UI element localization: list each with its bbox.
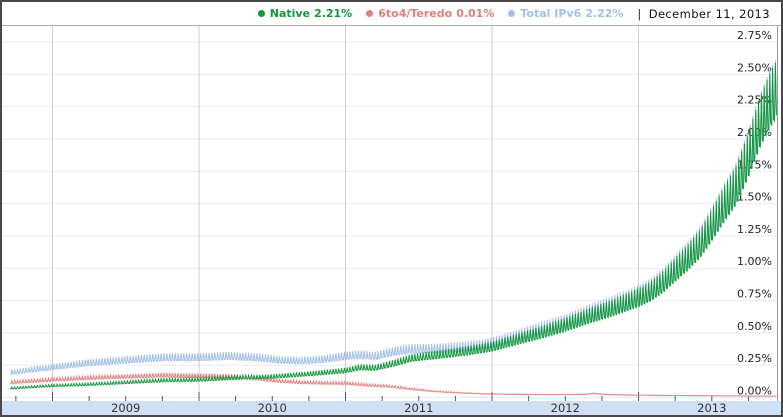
- legend-total-ipv6-label: Total IPv6: [520, 7, 582, 20]
- legend-item-6to4-teredo: 6to4/Teredo 0.01%: [366, 7, 494, 20]
- plot-area-wrap: 0.00% 0.25% 0.50% 0.75% 1.00% 1.25% 1.50% 1.75%…: [2, 25, 781, 415]
- series-total-ipv6: [9, 59, 777, 376]
- x-axis-label-2013: 2013: [697, 401, 726, 415]
- ipv6-adoption-chart[interactable]: 0.00% 0.25% 0.50% 0.75% 1.00% 1.25% 1.50% 1.75%…: [2, 25, 781, 415]
- series-native: [10, 62, 777, 390]
- y-axis-label-1.50%: 1.50%: [737, 191, 772, 204]
- legend-native-value: 2.21%: [314, 7, 353, 20]
- legend-item-native: Native 2.21%: [257, 7, 353, 20]
- 6to4-teredo-series-dot-icon: [366, 10, 374, 17]
- y-axis-label-1.25%: 1.25%: [737, 223, 772, 236]
- legend-date-separator: |: [637, 6, 642, 21]
- y-axis-label-0.00%: 0.00%: [737, 385, 772, 398]
- y-axis-label-2.50%: 2.50%: [737, 61, 772, 74]
- legend-native-label: Native: [269, 7, 311, 20]
- report-date: December 11, 2013: [648, 6, 770, 21]
- x-axis-label-2012: 2012: [551, 401, 580, 415]
- total-ipv6-series-dot-icon: [508, 10, 516, 17]
- x-axis-label-2011: 2011: [404, 401, 433, 415]
- legend-total-ipv6-value: 2.22%: [585, 7, 624, 20]
- legend-6to4-teredo-label: 6to4/Teredo: [378, 7, 453, 20]
- legend-item-total-ipv6: Total IPv6 2.22%: [508, 7, 623, 20]
- y-axis-label-2.00%: 2.00%: [737, 126, 772, 139]
- native-series-dot-icon: [257, 10, 265, 17]
- y-axis-label-1.75%: 1.75%: [737, 158, 772, 171]
- y-axis-labels: 0.00% 0.25% 0.50% 0.75% 1.00% 1.25% 1.50% 1.75%…: [737, 29, 772, 398]
- legend-6to4-teredo-value: 0.01%: [456, 7, 495, 20]
- y-axis-label-1.00%: 1.00%: [737, 255, 772, 268]
- x-axis-label-2009: 2009: [111, 401, 140, 415]
- x-gridlines: [51, 25, 640, 399]
- y-axis-label-0.25%: 0.25%: [737, 352, 772, 365]
- y-axis-label-2.25%: 2.25%: [737, 94, 772, 107]
- x-axis-band: 2009 2010 2011 2012 2013: [2, 401, 781, 415]
- legend: Native 2.21% 6to4/Teredo 0.01% Total IPv6 2…: [2, 2, 781, 25]
- report-date-group: | December 11, 2013: [637, 7, 770, 21]
- x-ticks: [15, 392, 749, 401]
- y-axis-label-0.75%: 0.75%: [737, 288, 772, 301]
- x-axis-band-rect: [2, 401, 781, 415]
- series-6to4-teredo: [9, 372, 777, 397]
- y-axis-label-0.50%: 0.50%: [737, 320, 772, 333]
- x-axis-label-2010: 2010: [258, 401, 287, 415]
- y-axis-label-2.75%: 2.75%: [737, 29, 772, 42]
